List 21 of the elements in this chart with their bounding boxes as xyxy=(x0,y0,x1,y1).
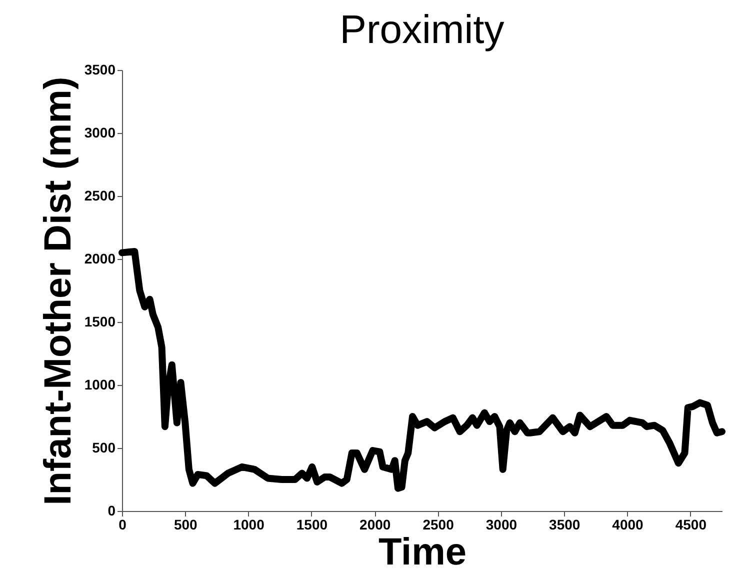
y-tick-label: 0 xyxy=(108,502,116,518)
y-tick-label: 1000 xyxy=(84,376,116,392)
y-tick-label: 1500 xyxy=(84,314,116,330)
x-tick-label: 4000 xyxy=(612,516,644,532)
x-tick-label: 0 xyxy=(118,516,127,532)
y-tick-label: 2500 xyxy=(84,188,116,204)
y-tick-label: 3500 xyxy=(84,62,116,78)
x-tick-label: 1000 xyxy=(233,516,265,532)
y-tick-label: 2000 xyxy=(84,250,116,266)
x-tick-label: 3000 xyxy=(486,516,518,532)
x-tick-label: 2500 xyxy=(422,516,454,532)
x-tick-label: 2000 xyxy=(360,516,391,532)
y-tick-label: 500 xyxy=(92,440,116,456)
x-tick-label: 1500 xyxy=(296,516,328,532)
x-tick-label: 4500 xyxy=(675,516,707,532)
x-tick-label: 500 xyxy=(174,516,198,532)
x-tick-label: 3500 xyxy=(549,516,580,532)
x-axis-title: Time xyxy=(378,532,467,574)
y-axis-title: Infant-Mother Dist (mm) xyxy=(37,76,80,506)
chart-title: Proximity xyxy=(340,8,504,52)
y-tick-label: 3000 xyxy=(84,124,116,140)
